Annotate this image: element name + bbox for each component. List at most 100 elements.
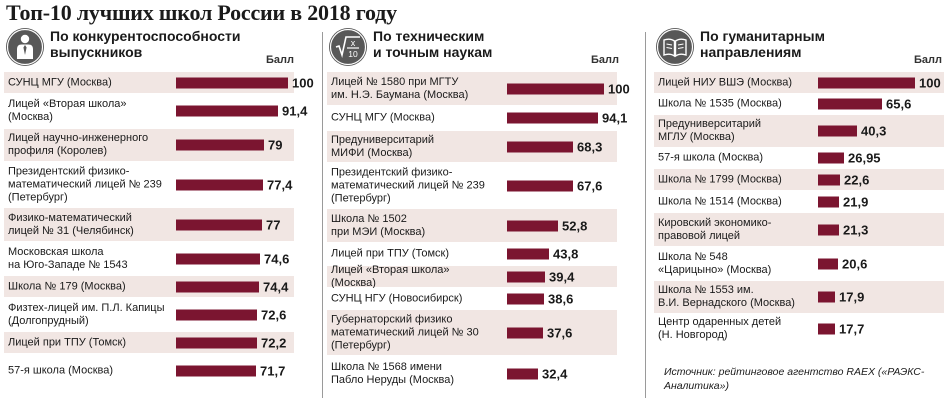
score-bar bbox=[507, 327, 543, 338]
score-bar bbox=[818, 98, 882, 110]
score-bar bbox=[507, 83, 604, 94]
score-value: 94,1 bbox=[602, 110, 628, 126]
table-row: Лицей научно-инженерного профиля (Короле… bbox=[4, 129, 294, 162]
table-row: Физико-математический лицей № 31 (Челяби… bbox=[4, 208, 294, 242]
score-bar bbox=[818, 196, 839, 207]
score-bar bbox=[176, 309, 257, 320]
score-bar bbox=[176, 337, 257, 348]
score-bar bbox=[507, 293, 544, 304]
school-name: Физико-математический лицей № 31 (Челяби… bbox=[8, 211, 134, 237]
table-row: Лицей НИУ ВШЭ (Москва) 100 bbox=[654, 72, 944, 94]
school-name: Школа № 1553 им. В.И. Вернадского (Москв… bbox=[658, 284, 795, 309]
score-value: 37,6 bbox=[547, 325, 573, 340]
table-row: Школа № 1514 (Москва) 21,9 bbox=[654, 191, 944, 213]
school-name: Лицей «Вторая школа» (Москва) bbox=[8, 98, 127, 123]
score-value: 74,4 bbox=[263, 279, 289, 294]
score-bar bbox=[507, 220, 558, 231]
score-value: 79 bbox=[268, 137, 283, 153]
score-bar bbox=[507, 141, 573, 152]
score-value: 17,7 bbox=[839, 321, 865, 336]
score-bar bbox=[176, 77, 288, 88]
score-value: 72,2 bbox=[261, 335, 287, 350]
table-row: Президентский физико- математический лиц… bbox=[4, 162, 294, 208]
score-header: Балл bbox=[591, 54, 619, 66]
score-bar bbox=[507, 112, 598, 124]
score-value: 22,6 bbox=[844, 172, 870, 187]
table-row: Президентский физико- математический лиц… bbox=[327, 163, 617, 209]
score-bar bbox=[507, 368, 538, 379]
school-name: Школа № 1568 имени Пабло Неруды (Москва) bbox=[331, 360, 454, 386]
panel-technical: x 10 По техническим и точным наукам Балл… bbox=[327, 28, 630, 402]
table-row: Центр одаренных детей (Н. Новгород) 17,7 bbox=[654, 314, 944, 344]
score-value: 72,6 bbox=[261, 307, 287, 322]
score-value: 40,3 bbox=[861, 123, 887, 139]
table-row: Лицей «Вторая школа» (Москва) 91,4 bbox=[4, 94, 307, 129]
school-name: СУНЦ МГУ (Москва) bbox=[8, 76, 112, 88]
score-value: 77 bbox=[266, 217, 281, 232]
table-row: Лицей при ТПУ (Томск) 72,2 bbox=[4, 332, 294, 354]
school-name: Президентский физико- математический лиц… bbox=[331, 166, 485, 204]
table-row: Губернаторский физико математический лиц… bbox=[327, 310, 617, 356]
score-bar bbox=[818, 77, 915, 88]
panel-title-graduates: По конкурентоспособности выпускников bbox=[50, 28, 241, 60]
panel-title-technical: По техническим и точным наукам bbox=[373, 28, 493, 60]
table-row: Физтех-лицей им. П.Л. Капицы (Долгопрудн… bbox=[4, 298, 294, 332]
score-bar bbox=[818, 323, 835, 334]
score-bar bbox=[176, 139, 264, 151]
score-value: 17,9 bbox=[839, 289, 865, 305]
table-row: Школа № 1553 им. В.И. Вернадского (Москв… bbox=[654, 281, 944, 314]
school-name: СУНЦ НГУ (Новосибирск) bbox=[331, 292, 463, 304]
table-row: Предуниверситарий МИФИ (Москва) 68,3 bbox=[327, 131, 617, 163]
score-value: 68,3 bbox=[577, 139, 603, 154]
table-row: СУНЦ НГУ (Новосибирск) 38,6 bbox=[327, 288, 617, 310]
school-name: Кировский экономико- правовой лицей bbox=[658, 216, 772, 242]
score-value: 65,6 bbox=[886, 96, 912, 112]
school-name: 57-я школа (Москва) bbox=[658, 151, 764, 164]
table-row: Предуниверситарий МГЛУ (Москва) 40,3 bbox=[654, 115, 944, 148]
school-name: Центр одаренных детей (Н. Новгород) bbox=[658, 315, 782, 341]
score-value: 38,6 bbox=[548, 291, 574, 306]
score-value: 21,3 bbox=[843, 222, 869, 237]
school-name: Лицей научно-инженерного профиля (Короле… bbox=[8, 132, 149, 157]
score-value: 21,9 bbox=[843, 194, 869, 209]
score-bar bbox=[176, 179, 263, 190]
score-value: 100 bbox=[608, 81, 630, 96]
score-bar bbox=[176, 219, 262, 230]
panel-humanities: По гуманитарным направлениям Балл Лицей … bbox=[654, 28, 950, 402]
school-name: 57-я школа (Москва) bbox=[8, 364, 114, 376]
table-row: Московская школа на Юго-Западе № 1543 74,… bbox=[4, 242, 294, 276]
source-note: Источник: рейтинговое агентство RAEX («Р… bbox=[664, 366, 925, 392]
score-value: 74,6 bbox=[264, 251, 290, 266]
score-value: 100 bbox=[919, 75, 941, 90]
score-value: 91,4 bbox=[282, 103, 308, 119]
score-value: 52,8 bbox=[562, 218, 588, 233]
score-bar bbox=[818, 291, 835, 303]
score-bar bbox=[507, 180, 573, 191]
school-name: Губернаторский физико математический лиц… bbox=[331, 313, 479, 351]
panel-title-humanities: По гуманитарным направлениям bbox=[700, 28, 825, 60]
school-name: Школа № 1799 (Москва) bbox=[658, 173, 782, 185]
score-value: 67,6 bbox=[577, 178, 603, 193]
school-name: Физтех-лицей им. П.Л. Капицы (Долгопрудн… bbox=[8, 301, 165, 327]
score-value: 20,6 bbox=[842, 256, 868, 271]
score-bar bbox=[818, 174, 840, 185]
school-name: Московская школа на Юго-Западе № 1543 bbox=[8, 245, 128, 271]
table-row: Лицей при ТПУ (Томск) 43,8 bbox=[327, 243, 617, 266]
score-bar bbox=[176, 253, 260, 264]
score-bar bbox=[176, 281, 259, 292]
school-name: Школа № 179 (Москва) bbox=[8, 280, 126, 292]
school-name: Школа № 1502 при МЭИ (Москва) bbox=[331, 212, 426, 238]
table-row: СУНЦ МГУ (Москва) 100 bbox=[4, 72, 314, 94]
score-bar bbox=[176, 365, 256, 376]
school-name: Лицей НИУ ВШЭ (Москва) bbox=[658, 76, 793, 88]
score-bar bbox=[507, 271, 545, 282]
table-row: Школа № 1502 при МЭИ (Москва) 52,8 bbox=[327, 209, 617, 243]
school-name: Предуниверситарий МГЛУ (Москва) bbox=[658, 118, 762, 143]
school-name: Школа № 548 «Царицыно» (Москва) bbox=[658, 250, 772, 276]
panel-graduates: По конкурентоспособности выпускников Бал… bbox=[4, 28, 314, 402]
school-name: Школа № 1514 (Москва) bbox=[658, 195, 782, 207]
score-bar bbox=[818, 258, 838, 269]
score-bar bbox=[818, 152, 844, 164]
svg-text:10: 10 bbox=[348, 49, 358, 59]
school-name: Лицей при ТПУ (Томск) bbox=[331, 247, 449, 260]
